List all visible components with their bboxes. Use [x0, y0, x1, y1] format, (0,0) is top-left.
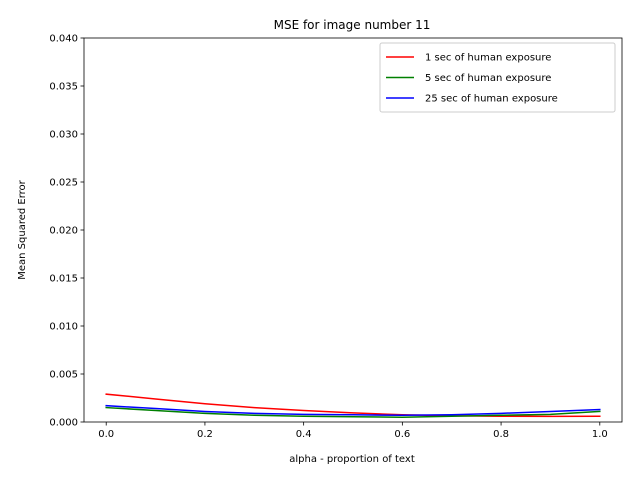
y-tick-label: 0.035 [49, 82, 78, 93]
x-axis-label: alpha - proportion of text [289, 454, 415, 465]
x-tick-label: 1.0 [592, 429, 608, 440]
y-tick-label: 0.025 [49, 178, 78, 189]
legend-label-1: 1 sec of human exposure [425, 53, 551, 64]
x-tick-label: 0.8 [493, 429, 509, 440]
y-tick-label: 0.040 [49, 34, 78, 45]
x-tick-label: 0.4 [296, 429, 312, 440]
series-line-1 [105, 393, 601, 418]
y-tick-label: 0.000 [49, 418, 78, 429]
chart-title: MSE for image number 11 [274, 18, 431, 32]
legend-box [379, 42, 616, 113]
legend-label-2: 5 sec of human exposure [425, 73, 551, 84]
legend-label-3: 25 sec of human exposure [425, 94, 558, 105]
y-tick-label: 0.005 [49, 370, 78, 381]
y-tick-label: 0.010 [49, 322, 78, 333]
ticks-layer: 0.0 0.2 0.4 0.6 0.8 1.0 0.000 0.005 0.010 0.015 0.… [49, 34, 607, 440]
x-tick-label: 0.6 [394, 429, 410, 440]
y-tick-label: 0.015 [49, 274, 78, 285]
legend: 1 sec of human exposure 5 sec of human ex… [379, 42, 616, 113]
x-tick-label: 0.0 [98, 429, 114, 440]
y-tick-label: 0.030 [49, 130, 78, 141]
series-line-3 [105, 404, 601, 417]
y-tick-label: 0.020 [49, 226, 78, 237]
y-axis-label: Mean Squared Error [17, 179, 28, 279]
series-layer [105, 393, 601, 418]
series-line-2 [105, 406, 601, 418]
x-tick-label: 0.2 [197, 429, 213, 440]
